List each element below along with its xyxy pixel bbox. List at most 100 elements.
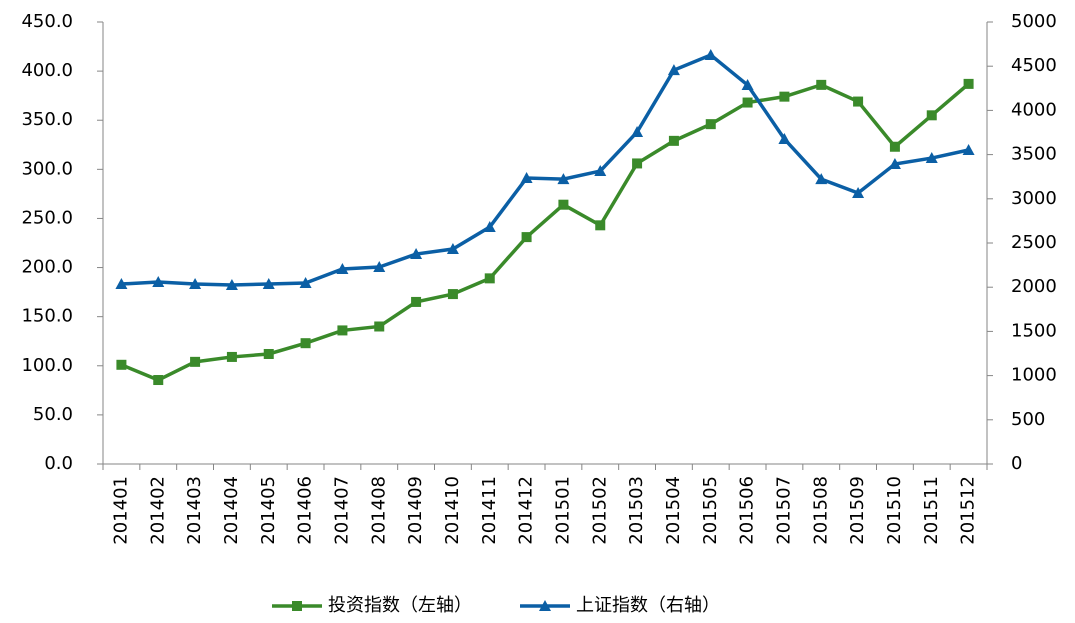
- marker: [779, 91, 790, 102]
- marker: [226, 351, 237, 362]
- y-tick-label: 150.0: [21, 306, 73, 327]
- x-tick-label: 201412: [516, 476, 537, 545]
- marker: [595, 220, 606, 231]
- x-tick-label: 201405: [258, 476, 279, 545]
- y2-tick-label: 3500: [1011, 144, 1057, 165]
- marker: [299, 277, 312, 289]
- y-tick-label: 200.0: [21, 257, 73, 278]
- x-tick-label: 201505: [700, 476, 721, 545]
- y-tick-label: 300.0: [21, 158, 73, 179]
- x-tick-label: 201403: [184, 476, 205, 545]
- legend-marker: [292, 601, 302, 611]
- marker: [963, 78, 974, 89]
- marker: [446, 243, 459, 255]
- marker: [115, 278, 128, 290]
- marker: [704, 49, 717, 61]
- marker: [889, 141, 900, 152]
- marker: [815, 173, 828, 185]
- marker: [853, 96, 864, 107]
- x-tick-label: 201508: [810, 476, 831, 545]
- marker: [741, 79, 754, 91]
- x-tick-label: 201410: [442, 476, 463, 545]
- y-tick-label: 250.0: [21, 207, 73, 228]
- marker: [705, 119, 716, 130]
- x-tick-label: 201411: [479, 476, 500, 545]
- marker: [300, 338, 311, 349]
- legend-label: 上证指数（右轴）: [576, 595, 720, 616]
- x-tick-label: 201503: [626, 476, 647, 545]
- y2-tick-label: 500: [1011, 409, 1045, 430]
- y2-tick-label: 1000: [1011, 365, 1057, 386]
- marker: [153, 375, 164, 386]
- marker: [116, 359, 127, 370]
- x-tick-label: 201501: [552, 476, 573, 545]
- marker: [263, 348, 274, 359]
- marker: [668, 135, 679, 146]
- y-tick-label: 50.0: [33, 404, 73, 425]
- x-tick-label: 201401: [110, 476, 131, 545]
- marker: [189, 278, 202, 290]
- y2-tick-label: 5000: [1011, 11, 1057, 32]
- marker: [925, 152, 938, 164]
- marker: [667, 64, 680, 76]
- marker: [373, 261, 386, 273]
- y2-tick-label: 2000: [1011, 276, 1057, 297]
- y-tick-label: 100.0: [21, 355, 73, 376]
- x-tick-label: 201509: [847, 476, 868, 545]
- marker: [778, 133, 791, 145]
- legend-item: 投资指数（左轴）: [272, 595, 472, 616]
- marker: [447, 289, 458, 300]
- marker: [852, 187, 865, 199]
- marker: [337, 325, 348, 336]
- marker: [410, 248, 423, 260]
- x-tick-label: 201506: [737, 476, 758, 545]
- marker: [558, 199, 569, 210]
- marker: [594, 165, 607, 177]
- marker: [742, 97, 753, 108]
- marker: [888, 158, 901, 170]
- y-tick-label: 450.0: [21, 11, 73, 32]
- marker: [926, 110, 937, 121]
- marker: [225, 278, 238, 290]
- y2-tick-label: 4500: [1011, 55, 1057, 76]
- y-tick-label: 400.0: [21, 60, 73, 81]
- marker: [632, 158, 643, 169]
- x-tick-label: 201504: [663, 476, 684, 545]
- legend-marker: [539, 600, 551, 611]
- marker: [816, 79, 827, 90]
- x-tick-label: 201404: [221, 476, 242, 545]
- series-line: [121, 53, 969, 287]
- y2-tick-label: 1500: [1011, 320, 1057, 341]
- marker: [484, 273, 495, 284]
- y2-tick-label: 0: [1011, 453, 1022, 474]
- marker: [962, 144, 975, 156]
- marker: [336, 262, 349, 274]
- marker: [262, 278, 275, 290]
- marker: [631, 126, 644, 138]
- marker: [483, 220, 496, 232]
- y2-tick-label: 2500: [1011, 232, 1057, 253]
- x-tick-label: 201408: [368, 476, 389, 545]
- legend-label: 投资指数（左轴）: [328, 595, 472, 616]
- x-tick-label: 201507: [773, 476, 794, 545]
- y2-tick-label: 3000: [1011, 188, 1057, 209]
- marker: [152, 275, 165, 287]
- x-tick-label: 201511: [921, 476, 942, 545]
- x-tick-label: 201407: [331, 476, 352, 545]
- legend-item: 上证指数（右轴）: [520, 595, 720, 616]
- marker: [374, 321, 385, 332]
- x-tick-label: 201510: [884, 476, 905, 545]
- y-tick-label: 0.0: [44, 453, 73, 474]
- x-tick-label: 201406: [295, 476, 316, 545]
- y2-tick-label: 4000: [1011, 99, 1057, 120]
- x-tick-label: 201402: [147, 476, 168, 545]
- x-tick-label: 201409: [405, 476, 426, 545]
- marker: [190, 356, 201, 367]
- y-tick-label: 350.0: [21, 109, 73, 130]
- marker: [557, 173, 570, 185]
- marker: [411, 296, 422, 307]
- marker: [521, 232, 532, 243]
- x-tick-label: 201512: [958, 476, 979, 545]
- x-tick-label: 201502: [589, 476, 610, 545]
